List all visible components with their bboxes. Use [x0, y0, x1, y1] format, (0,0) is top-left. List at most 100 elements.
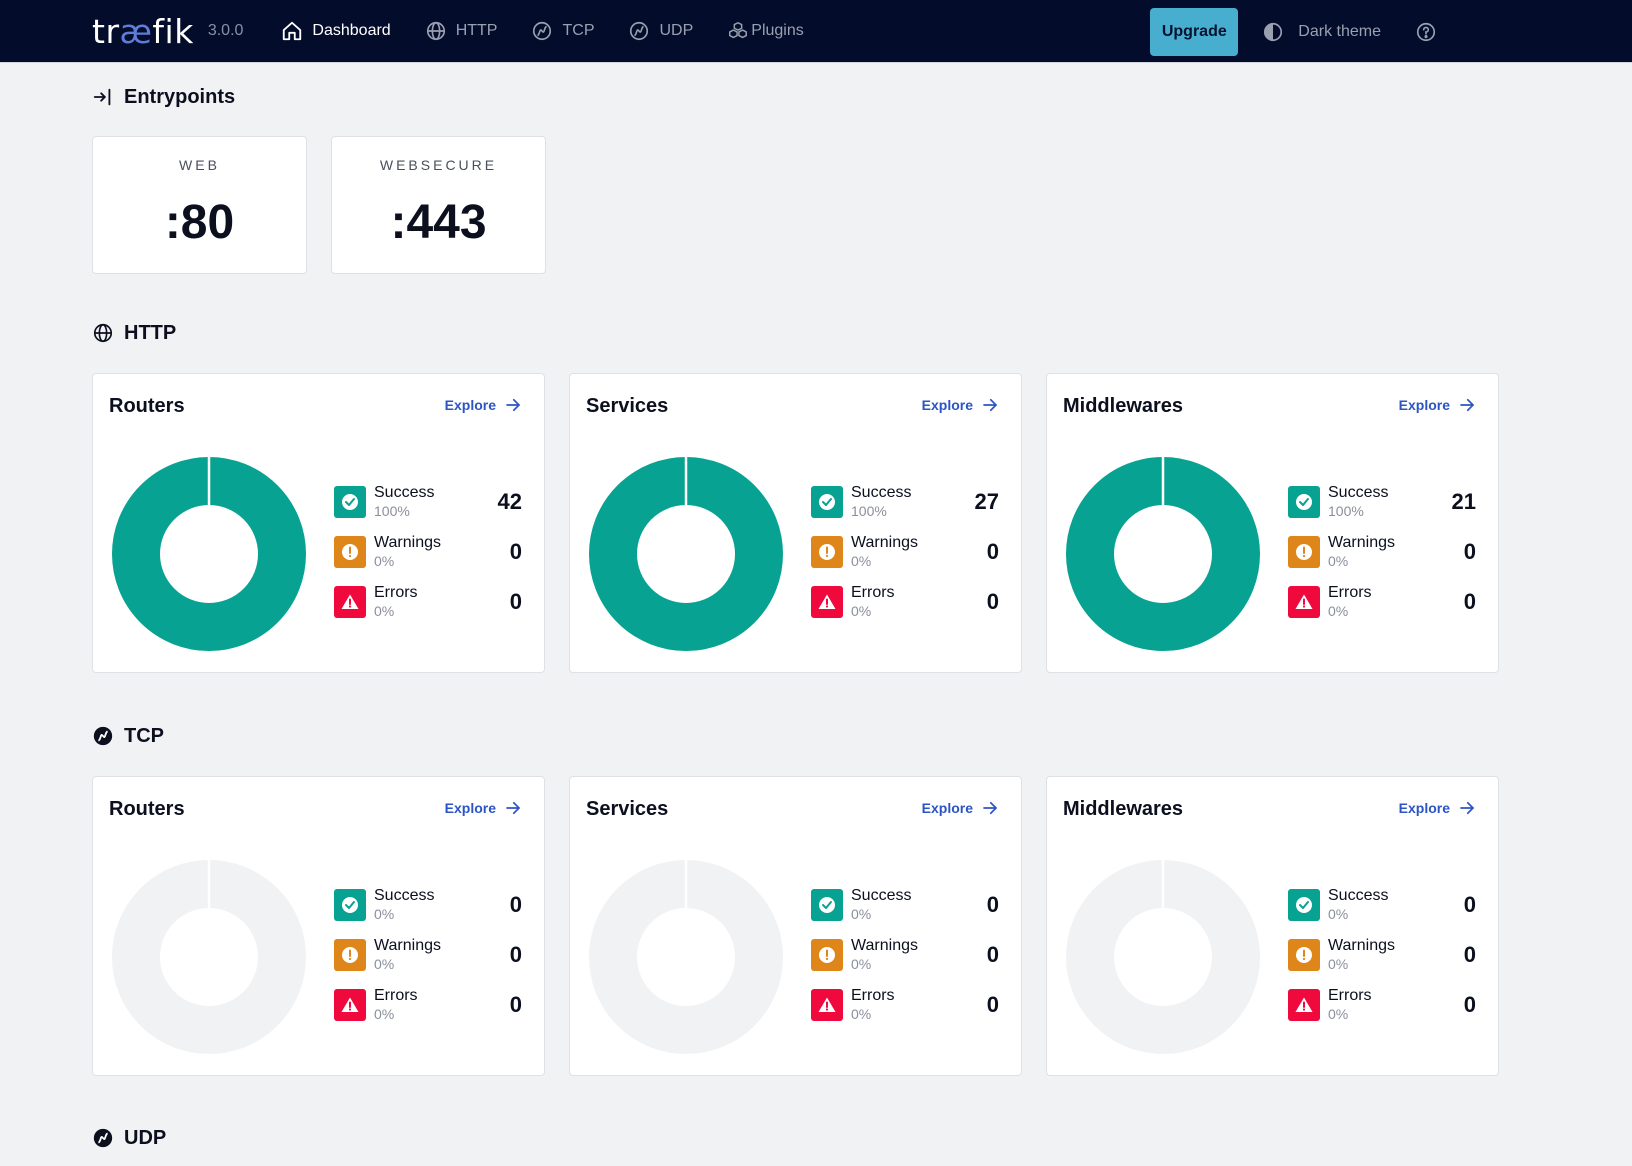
stat-count: 0	[509, 942, 522, 967]
routers-card: Routers Explore Success 100% 42 Warnings 0…	[92, 373, 545, 673]
explore-label: Explore	[444, 800, 496, 816]
section-title-text: Entrypoints	[124, 85, 236, 108]
udp-icon	[630, 21, 649, 41]
status-donut-chart	[589, 860, 783, 1054]
upgrade-button[interactable]: Upgrade	[1150, 7, 1239, 56]
arrow-right-icon	[506, 801, 520, 815]
stat-percent: 0%	[374, 603, 395, 619]
stat-label: Warnings	[374, 937, 441, 954]
stat-count: 0	[986, 942, 999, 967]
explore-label: Explore	[921, 800, 973, 816]
warning-badge	[334, 536, 366, 568]
explore-label: Explore	[921, 397, 973, 413]
stat-label: Warnings	[1328, 534, 1395, 551]
stat-label: Success	[374, 484, 435, 501]
services-card: Services Explore Success 100% 27 Warnings…	[569, 373, 1022, 673]
dark-theme-label: Dark theme	[1298, 22, 1381, 40]
warning-badge	[334, 939, 366, 971]
error-badge	[1288, 586, 1320, 618]
card-title: Services	[586, 798, 669, 820]
stat-label: Success	[374, 887, 435, 904]
version-label: 3.0.0	[207, 22, 244, 39]
explore-link[interactable]: Explore	[445, 396, 522, 414]
stat-label: Errors	[1328, 987, 1372, 1004]
dark-theme-toggle[interactable]: Dark theme	[1262, 21, 1381, 43]
stat-label: Errors	[374, 584, 418, 601]
stat-label: Errors	[1328, 584, 1372, 601]
stat-percent: 0%	[374, 956, 395, 972]
nav-item-http[interactable]: HTTP	[425, 20, 497, 42]
success-badge	[334, 889, 366, 921]
alert-triangle-icon	[341, 997, 359, 1012]
tcp-icon	[93, 726, 113, 746]
explore-link[interactable]: Explore	[445, 799, 522, 817]
traefik-logo[interactable]: tr æ fik	[92, 12, 194, 51]
status-stats: Success 0% 0 Warnings 0% 0 Errors 0% 0	[811, 887, 999, 1038]
help-icon[interactable]	[1415, 21, 1437, 43]
stat-percent: 0%	[851, 906, 872, 922]
stat-percent: 0%	[374, 906, 395, 922]
stat-count: 0	[509, 992, 522, 1017]
stat-label: Errors	[374, 987, 418, 1004]
tcp-heading: TCP	[92, 723, 1632, 749]
exclamation-circle-icon	[1296, 947, 1312, 963]
home-icon	[283, 21, 302, 41]
entrypoint-port: :80	[164, 196, 235, 249]
explore-link[interactable]: Explore	[922, 396, 999, 414]
logo-text-ae: æ	[119, 11, 153, 51]
alert-triangle-icon	[341, 594, 359, 609]
logo-text-suffix: fik	[152, 11, 194, 51]
explore-link[interactable]: Explore	[1399, 396, 1476, 414]
stat-errors: Errors 0% 0	[1288, 987, 1476, 1022]
success-badge	[1288, 486, 1320, 518]
error-badge	[1288, 989, 1320, 1021]
alert-triangle-icon	[1295, 594, 1313, 609]
status-donut-chart	[1066, 457, 1260, 651]
stat-percent: 0%	[1328, 956, 1349, 972]
stat-count: 0	[509, 892, 522, 917]
card-title: Middlewares	[1063, 798, 1184, 820]
arrow-right-icon	[1460, 398, 1474, 412]
stat-errors: Errors 0% 0	[811, 987, 999, 1022]
explore-link[interactable]: Explore	[1399, 799, 1476, 817]
stat-success: Success 0% 0	[811, 887, 999, 922]
stat-count: 21	[1451, 489, 1476, 514]
stat-label: Errors	[851, 987, 895, 1004]
globe-icon	[426, 21, 445, 41]
stat-success: Success 100% 42	[334, 484, 522, 519]
stat-percent: 0%	[1328, 603, 1349, 619]
middlewares-card: Middlewares Explore Success 100% 21 Warni…	[1046, 373, 1499, 673]
stat-count: 0	[986, 992, 999, 1017]
tcp-icon	[533, 21, 552, 41]
services-card: Services Explore Success 0% 0 Warnings 0% …	[569, 776, 1022, 1076]
stat-success: Success 100% 21	[1288, 484, 1476, 519]
explore-label: Explore	[1398, 800, 1450, 816]
entrypoint-card-websecure: WEBSECURE :443	[331, 136, 546, 274]
check-circle-icon	[1296, 897, 1312, 913]
nav-item-dashboard[interactable]: Dashboard	[281, 20, 391, 42]
nav-item-udp[interactable]: UDP	[628, 20, 693, 42]
stat-percent: 0%	[851, 956, 872, 972]
explore-link[interactable]: Explore	[922, 799, 999, 817]
exclamation-circle-icon	[342, 544, 358, 560]
entrypoint-name: WEB	[179, 157, 220, 173]
stat-percent: 0%	[1328, 553, 1349, 569]
stat-count: 0	[986, 589, 999, 614]
check-circle-icon	[819, 494, 835, 510]
status-stats: Success 100% 21 Warnings 0% 0 Errors 0% 0	[1288, 484, 1476, 635]
navbar-actions: Upgrade Dark theme	[1150, 0, 1632, 63]
stat-count: 0	[986, 539, 999, 564]
stat-count: 42	[497, 489, 522, 514]
error-badge	[334, 989, 366, 1021]
status-stats: Success 0% 0 Warnings 0% 0 Errors 0% 0	[1288, 887, 1476, 1038]
stat-percent: 100%	[851, 503, 887, 519]
globe-icon	[93, 323, 113, 343]
stat-count: 0	[1463, 992, 1476, 1017]
alert-triangle-icon	[818, 594, 836, 609]
nav-item-tcp[interactable]: TCP	[531, 20, 594, 42]
arrow-right-icon	[983, 398, 997, 412]
stat-label: Warnings	[1328, 937, 1395, 954]
nav-item-plugins[interactable]: Plugins	[727, 20, 804, 42]
plugins-icon	[729, 22, 748, 39]
entrypoint-port: :443	[390, 196, 487, 249]
